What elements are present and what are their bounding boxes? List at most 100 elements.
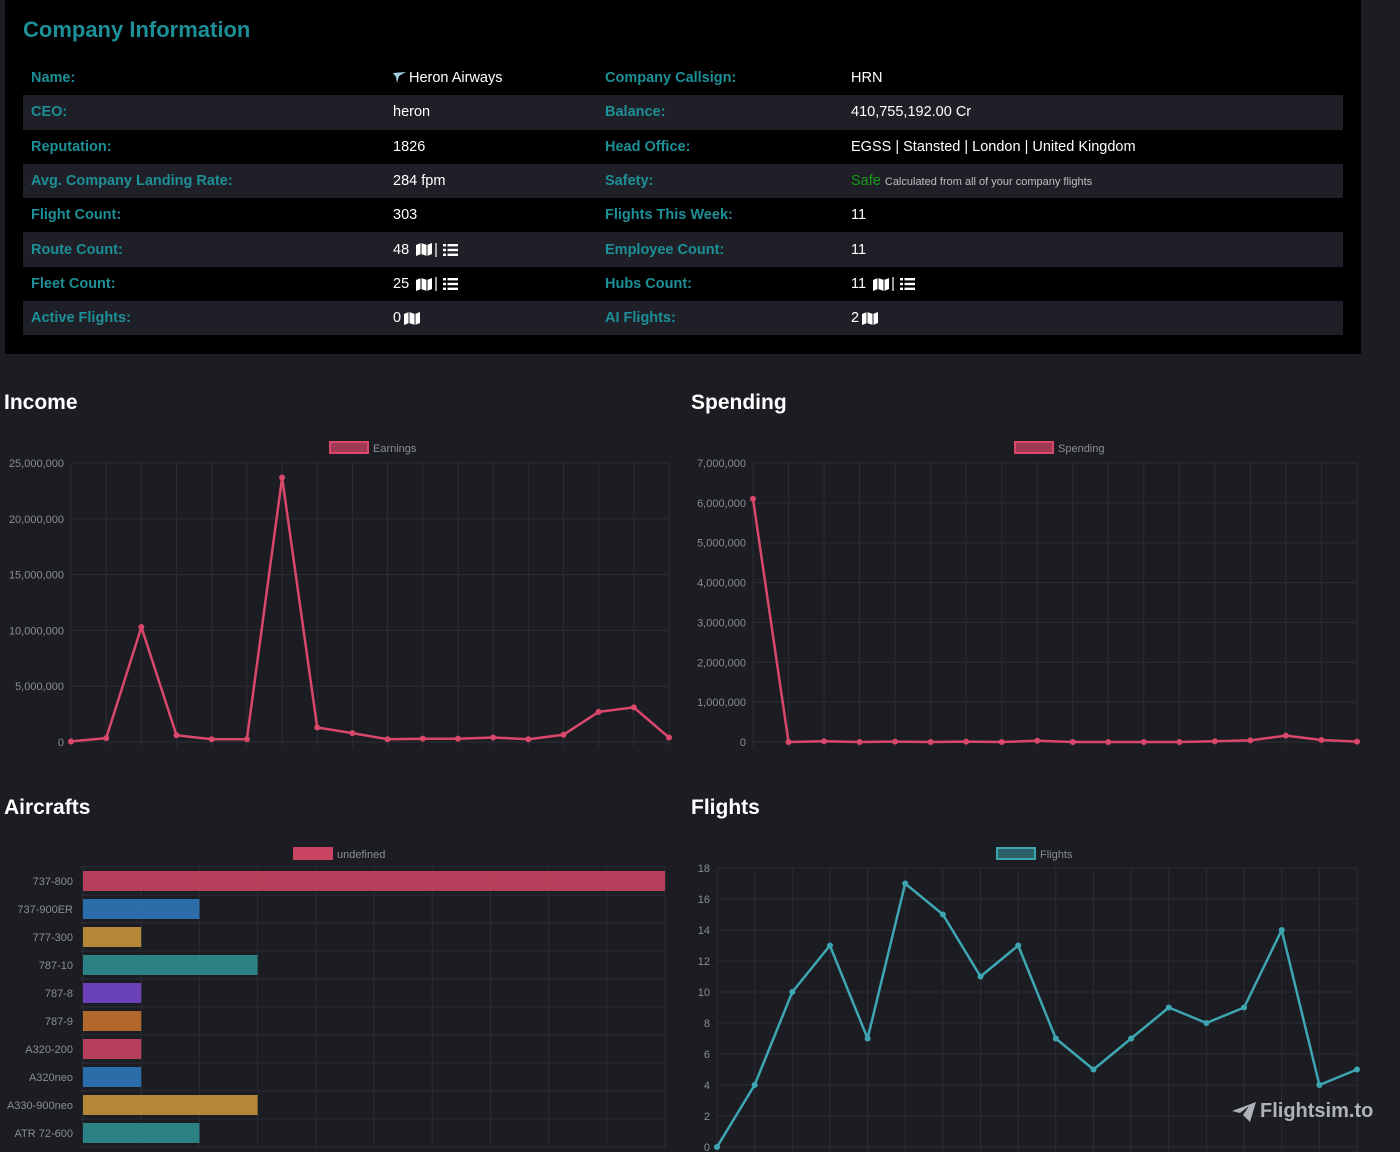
data-point [826,942,833,949]
company-info-table: Name: Heron Airways Company Callsign: HR… [23,61,1343,336]
data-point [1105,739,1112,745]
bar [83,1067,142,1087]
legend-label: undefined [337,849,385,861]
route-count: 48 [393,241,410,258]
data-point [595,708,602,715]
data-point [821,738,828,745]
table-row: Flight Count: 303 Flights This Week: 11 [23,198,1343,232]
map-icon[interactable] [416,243,433,257]
data-point [1354,738,1360,745]
data-point [963,738,970,745]
y-tick-label: 6,000,000 [697,498,746,510]
y-tick-label: 25,000,000 [9,458,64,470]
bar [83,1123,200,1143]
data-point [751,1082,758,1088]
y-tick-label: 6 [704,1049,710,1061]
series-line [70,476,670,743]
y-tick-label: 7,000,000 [697,458,746,470]
data-point [1052,1035,1059,1042]
y-tick-label: 777-300 [33,932,73,944]
y-tick-label: 0 [58,737,64,749]
name-label: Name: [31,70,76,87]
active-flights-count: 0 [393,310,402,327]
ai-flights-value: 2 [843,301,1343,336]
data-point [1282,732,1289,739]
data-point [902,880,909,887]
flights-chart: 0 2 4 6 8 10 12 14 16 18 Flights [698,847,1360,1152]
data-point [666,734,672,741]
map-icon[interactable] [416,277,433,291]
data-point [1247,737,1254,744]
data-point [454,735,461,742]
data-point [785,739,792,745]
separator: | [434,275,438,292]
map-icon[interactable] [862,311,879,325]
data-point [1211,738,1218,745]
list-icon[interactable] [899,278,915,291]
safety-status: Safe [851,173,881,190]
bar [83,1095,258,1115]
employee-count-label: Employee Count: [597,232,843,267]
data-point [279,474,286,481]
y-tick-label: 4 [704,1080,710,1092]
separator: | [434,241,438,258]
name-value: Heron Airways [385,61,597,95]
data-point [419,735,426,742]
bar [83,1011,142,1031]
plane-icon [393,71,406,83]
data-point [892,738,899,745]
income-title: Income [4,391,78,414]
company-name: Heron Airways [409,70,503,87]
balance-value: 410,755,192.00 Cr [843,95,1343,130]
data-point [138,624,145,631]
fleet-count-label: Fleet Count: [31,275,116,292]
data-point [490,734,497,741]
route-count-value: 48 | [385,232,597,267]
y-tick-label: 2 [704,1111,710,1123]
y-tick-label: 737-800 [33,876,73,888]
y-tick-label: 787-10 [39,960,73,972]
y-tick-label: 0 [704,1142,710,1152]
y-tick-label: 3,000,000 [697,617,746,629]
income-chart: 0 5,000,000 10,000,000 15,000,000 20,000,000… [9,441,672,749]
aircrafts-chart: undefined 737-800 737-900ER 777-300 787-10 78… [7,847,666,1148]
y-tick-label: 737-900ER [17,904,73,916]
data-point [1069,739,1076,745]
data-point [1090,1066,1097,1073]
data-point [714,1144,720,1150]
y-tick-label: 2,000,000 [697,657,746,669]
data-point [939,911,946,918]
list-icon[interactable] [442,278,458,291]
y-tick-label: 0 [740,737,746,749]
y-tick-label: 16 [698,894,710,906]
list-icon[interactable] [442,243,458,256]
map-icon[interactable] [873,277,890,291]
legend-swatch [293,847,333,860]
fleet-count-value: 25 | [385,267,597,301]
spending-title: Spending [691,391,787,414]
data-point [68,738,74,745]
safety-label: Safety: [597,163,843,199]
legend-label: Earnings [373,443,417,455]
head-office-label: Head Office: [605,138,691,155]
data-point [927,739,934,745]
series-line [751,498,1358,744]
table-row: Fleet Count: 25 | Hubs Count: 11 | [23,267,1343,301]
landing-rate-label: Avg. Company Landing Rate: [23,163,385,199]
data-point [1318,737,1325,744]
data-point [1140,739,1147,745]
ai-flights-label: AI Flights: [597,301,843,336]
hubs-count-value: 11 | [843,267,1343,301]
head-office-value: EGSS | Stansted | London | United Kingdo… [851,138,1136,155]
data-point [864,1035,871,1042]
y-tick-label: 20,000,000 [9,514,64,526]
y-tick-label: 5,000,000 [15,681,64,693]
bar [83,899,200,919]
y-tick-label: 12 [698,956,710,968]
y-tick-label: 4,000,000 [697,578,746,590]
map-icon[interactable] [404,311,421,325]
data-point [1316,1082,1323,1088]
table-row: Active Flights: 0 AI Flights: 2 [23,301,1343,336]
bar [83,983,142,1003]
active-flights-value: 0 [385,301,597,336]
